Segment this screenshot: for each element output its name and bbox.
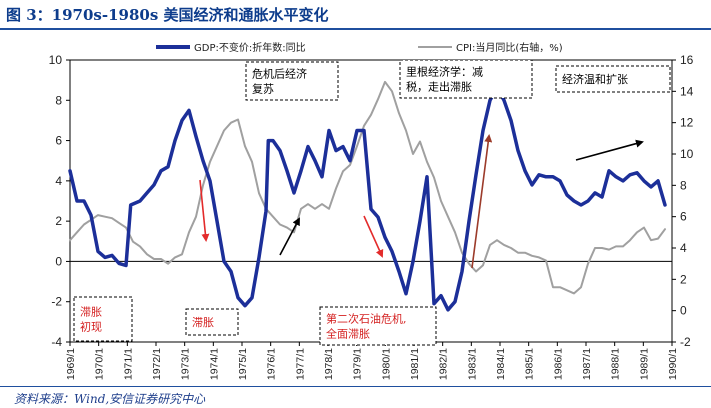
annotation-box: [73, 296, 133, 342]
y-right-tick-label: 2: [680, 272, 687, 286]
x-tick-label: 1990/1: [667, 348, 679, 380]
x-tick-label: 1970/1: [94, 348, 106, 380]
arrow-oil-crisis: [363, 215, 384, 258]
x-tick-label: 1979/1: [352, 348, 364, 380]
annotation-text: 税，走出滞胀: [406, 80, 472, 94]
annotation-text: 滞胀: [80, 306, 102, 319]
annotation-text: 初现: [80, 320, 102, 334]
source-note: 资料来源：Wind,安信证券研究中心: [14, 392, 206, 406]
x-tick-label: 1973/1: [180, 348, 192, 380]
y-right-tick-label: -2: [680, 335, 691, 349]
arrow-expansion: [575, 139, 644, 161]
y-left-tick-label: -4: [51, 335, 62, 349]
annotation-text: 里根经济学：减: [406, 65, 483, 79]
y-right-tick-label: 16: [680, 53, 694, 67]
annotation-box: [555, 65, 671, 93]
annotation-text: 滞胀: [192, 316, 214, 329]
x-tick-label: 1987/1: [581, 348, 593, 380]
x-tick-label: 1984/1: [495, 348, 507, 380]
chart-legend: GDP:不变价:折年数:同比 CPI:当月同比(右轴，%): [156, 41, 563, 54]
x-tick-label: 1988/1: [610, 348, 622, 380]
y-left-tick-label: 0: [55, 254, 62, 268]
arrow-reagan: [471, 134, 493, 269]
x-tick-label: 1981/1: [409, 348, 421, 380]
arrow-stagflation-onset: [199, 179, 210, 242]
annotation-text: 危机后经济: [252, 67, 307, 81]
y-right-tick-label: 4: [680, 241, 687, 255]
annotation-text: 全面滞胀: [326, 327, 370, 341]
x-tick-label: 1971/1: [122, 348, 134, 380]
x-tick-label: 1976/1: [266, 348, 278, 380]
y-left-tick-label: 10: [49, 53, 63, 67]
x-tick-label: 1974/1: [208, 348, 220, 380]
annotation-text: 第二次石油危机,: [326, 312, 407, 326]
legend-cpi-label: CPI:当月同比(右轴，%): [456, 41, 563, 54]
y-left-tick-label: 8: [55, 93, 62, 107]
arrow-recovery: [279, 217, 300, 256]
y-right-tick-label: 10: [680, 147, 694, 161]
annotation-box: [185, 308, 239, 336]
source-divider: [0, 386, 711, 387]
y-right-tick-label: 12: [680, 116, 694, 130]
cpi-series-line: [69, 80, 666, 295]
chart-series: [68, 80, 667, 312]
annotation-text: 经济温和扩张: [562, 72, 628, 86]
annotation-text: 复苏: [252, 82, 274, 96]
annotation-box: [319, 306, 437, 346]
legend-gdp-label: GDP:不变价:折年数:同比: [194, 41, 306, 54]
x-tick-label: 1977/1: [294, 348, 306, 380]
y-left-tick-label: 2: [55, 214, 62, 228]
x-tick-label: 1986/1: [552, 348, 564, 380]
x-tick-label: 1982/1: [438, 348, 450, 380]
x-tick-label: 1969/1: [65, 348, 77, 380]
y-left-tick-label: 6: [55, 134, 62, 148]
x-tick-label: 1972/1: [151, 348, 163, 380]
annotation-box: [399, 59, 533, 99]
gdp-series-line: [68, 86, 667, 312]
x-tick-label: 1989/1: [638, 348, 650, 380]
x-tick-label: 1980/1: [380, 348, 392, 380]
y-left-tick-label: 4: [55, 174, 62, 188]
x-tick-label: 1975/1: [237, 348, 249, 380]
chart-axes: -4 -2 0 2 4 6 8 10 -2 0 2 4 6 8 10 12 14 16 1969/1 1970/1 19…: [49, 53, 694, 380]
x-tick-label: 1983/1: [466, 348, 478, 380]
figure-title: 图 3：1970s-1980s 美国经济和通胀水平变化: [6, 6, 329, 24]
annotation-box: [245, 61, 339, 101]
title-divider: [0, 28, 711, 30]
x-tick-label: 1985/1: [524, 348, 536, 380]
x-tick-label: 1978/1: [323, 348, 335, 380]
y-right-tick-label: 6: [680, 210, 687, 224]
y-right-tick-label: 14: [680, 84, 694, 98]
gdp-cpi-chart: GDP:不变价:折年数:同比 CPI:当月同比(右轴，%) -4 -2 0 2 4 6 8 1…: [49, 41, 694, 380]
y-right-tick-label: 8: [680, 178, 687, 192]
y-right-tick-label: 0: [680, 304, 687, 318]
y-left-tick-label: -2: [51, 295, 62, 309]
